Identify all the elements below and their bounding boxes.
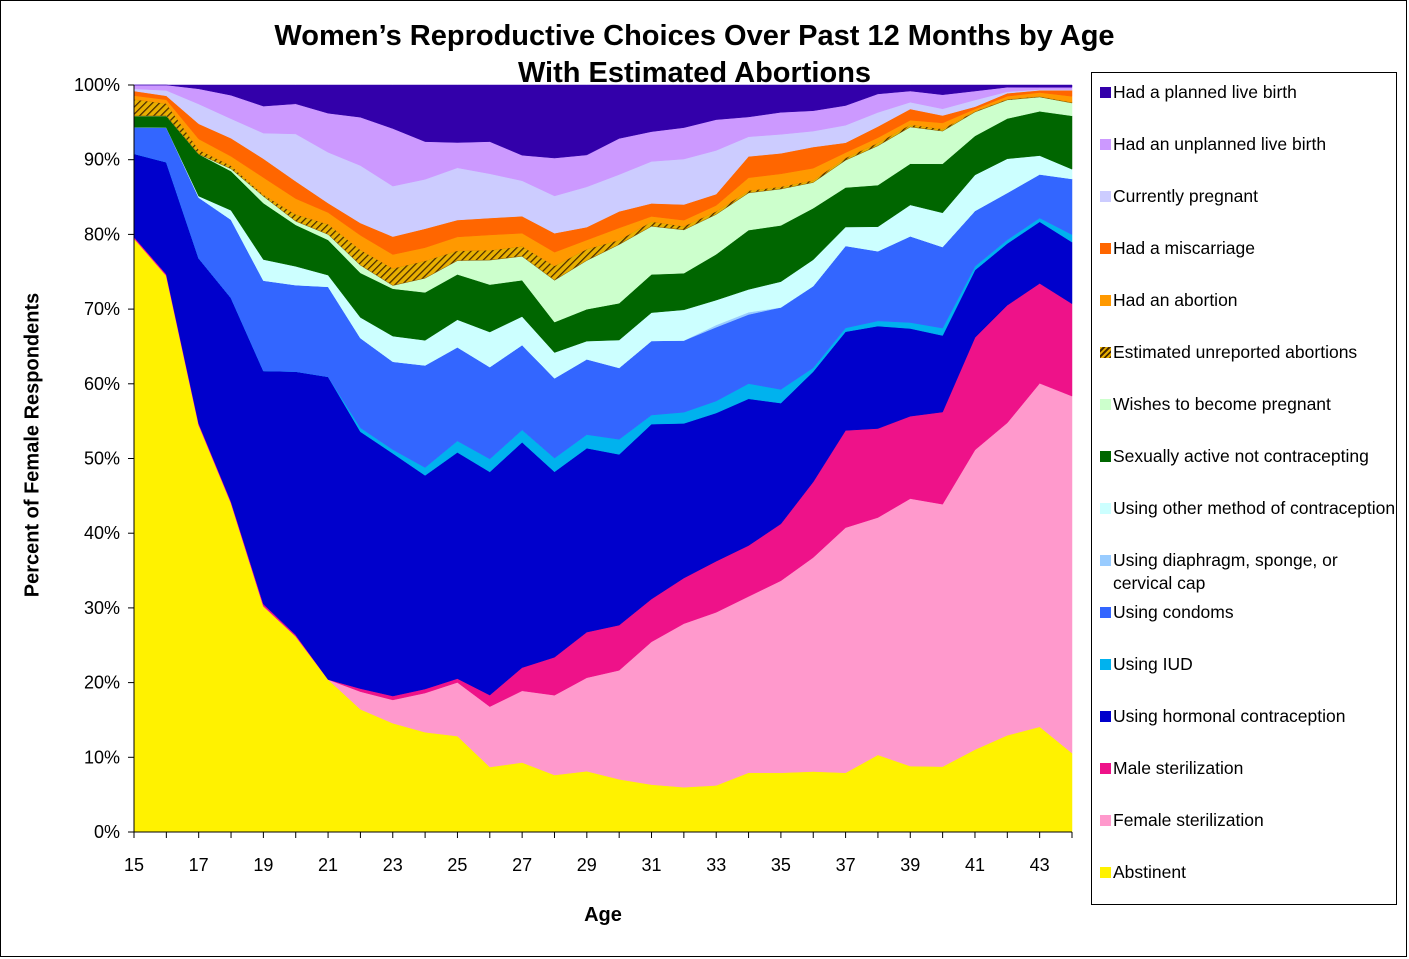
legend-label: Using diaphragm, sponge, or cervical cap [1113,550,1338,593]
x-tick-label: 43 [1030,855,1050,875]
legend-label: Abstinent [1113,862,1186,882]
area-had-a-planned-live-birth [134,84,1073,159]
x-tick-label: 17 [189,855,209,875]
x-tick-label: 21 [318,855,338,875]
chart-title: Women’s Reproductive Choices Over Past 1… [274,20,1115,52]
x-tick-label: 19 [253,855,273,875]
legend-label: Wishes to become pregnant [1113,394,1331,414]
axes: 0% 10% 20% 30% 40% 50% 60% 70% 80% 90% 100% 15 17 19 2… [74,75,1073,875]
legend-swatch [1100,659,1111,670]
legend: Had a planned live birth Had an unplanned… [1091,72,1397,905]
legend-label: Had a planned live birth [1113,82,1297,102]
x-tick-label: 25 [447,855,467,875]
legend-swatch [1100,139,1111,150]
x-tick-label: 27 [512,855,532,875]
legend-label: Male sterilization [1113,758,1244,778]
legend-label: Currently pregnant [1113,186,1258,206]
legend-swatch [1100,867,1111,878]
y-tick-label: 50% [84,449,120,469]
y-tick-label: 70% [84,299,120,319]
y-tick-label: 30% [84,598,120,618]
y-axis-label: Percent of Female Respondents [21,292,44,598]
y-tick-label: 100% [74,75,120,95]
legend-swatch [1100,347,1111,358]
y-tick-label: 40% [84,523,120,543]
legend-label: Had an unplanned live birth [1113,134,1327,154]
x-tick-label: 23 [383,855,403,875]
chart-subtitle: With Estimated Abortions [517,57,872,89]
y-tick-label: 90% [84,150,120,170]
x-tick-label: 37 [836,855,856,875]
legend-swatch [1100,815,1111,826]
legend-label: Using condoms [1113,602,1234,622]
legend-label: Using other method of contraception [1113,498,1396,518]
legend-label: Using IUD [1113,654,1193,674]
legend-swatch [1100,399,1111,410]
legend-label: Had a miscarriage [1113,238,1255,258]
x-tick-label: 33 [706,855,726,875]
series-areas [133,84,1073,833]
legend-label: Using hormonal contraception [1113,706,1346,726]
x-axis-label: Age [584,904,622,926]
y-tick-label: 0% [94,822,120,842]
legend-swatch [1100,555,1111,566]
y-tick-label: 60% [84,374,120,394]
legend-label: Estimated unreported abortions [1113,342,1358,362]
legend-swatch [1100,243,1111,254]
legend-swatch [1100,191,1111,202]
x-tick-label: 15 [124,855,144,875]
legend-label: Female sterilization [1113,810,1264,830]
y-tick-label: 20% [84,673,120,693]
legend-label: Had an abortion [1113,290,1238,310]
x-tick-label: 31 [642,855,662,875]
legend-swatch [1100,763,1111,774]
x-tick-label: 29 [577,855,597,875]
legend-label: Sexually active not contracepting [1113,446,1369,466]
legend-swatch [1100,451,1111,462]
legend-swatch [1100,87,1111,98]
y-tick-label: 80% [84,224,120,244]
y-tick-label: 10% [84,747,120,767]
legend-swatch [1100,711,1111,722]
legend-swatch [1100,607,1111,618]
x-tick-label: 35 [771,855,791,875]
legend-swatch [1100,295,1111,306]
legend-swatch [1100,503,1111,514]
x-tick-label: 39 [900,855,920,875]
x-tick-label: 41 [965,855,985,875]
